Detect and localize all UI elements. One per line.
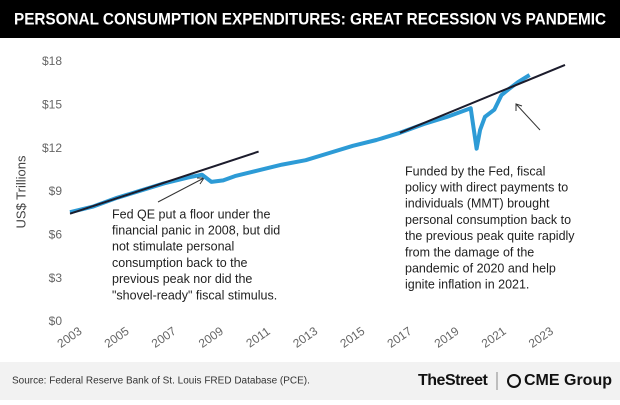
y-tick-label: $3 [49, 271, 63, 285]
x-tick-label: 2009 [196, 324, 226, 351]
arrow [515, 103, 541, 131]
annotation: personal consumption back to [405, 213, 571, 227]
logo: TheStreet [418, 372, 488, 389]
annotation: consumption back to the [112, 256, 248, 270]
logo: CME Group [524, 372, 612, 389]
y-tick-label: $12 [42, 141, 62, 155]
annotation: the previous peak quite rapidly [405, 229, 575, 243]
arrow-head [515, 103, 523, 111]
annotation: Funded by the Fed, fiscal [405, 164, 545, 178]
x-tick-label: 2015 [337, 324, 367, 351]
arrow [157, 177, 205, 203]
x-tick-label: 2019 [432, 324, 462, 351]
source: Source: Federal Reserve Bank of St. Loui… [12, 376, 310, 387]
y-tick-label: $0 [49, 314, 63, 328]
annotation: "shovel-ready" fiscal stimulus. [112, 288, 277, 302]
y-tick-label: $18 [42, 54, 62, 68]
x-tick-label: 2013 [290, 324, 320, 351]
annotation: individuals (MMT) brought [405, 197, 550, 211]
x-tick-label: 2007 [149, 324, 179, 351]
y-tick-label: $15 [42, 98, 62, 112]
series-line [69, 150, 259, 215]
footer [0, 362, 620, 400]
x-tick-label: 2023 [526, 324, 556, 351]
x-tick-label: 2005 [102, 324, 132, 351]
annotation: financial panic in 2008, but did [112, 223, 280, 237]
x-tick-label: 2021 [479, 324, 509, 351]
annotation: policy with direct payments to [405, 180, 568, 194]
title-bar [0, 0, 620, 38]
annotation: not stimulate personal [112, 240, 234, 254]
annotation: previous peak nor did the [112, 272, 252, 286]
y-tick-label: $9 [49, 184, 63, 198]
logo-icon [507, 374, 521, 388]
chart-title: PERSONAL CONSUMPTION EXPENDITURES: GREAT… [14, 9, 606, 28]
annotation: from the damage of the [405, 245, 534, 259]
y-axis-label: US$ Trillions [13, 155, 28, 228]
x-tick-label: 2011 [244, 324, 273, 350]
annotation: Fed QE put a floor under the [112, 207, 270, 221]
annotation: pandemic of 2020 and help [405, 261, 556, 275]
x-tick-label: 2017 [385, 324, 415, 351]
annotation: ignite inflation in 2021. [405, 278, 529, 292]
series-line [399, 63, 566, 134]
y-tick-label: $6 [49, 228, 63, 242]
series-line [69, 73, 531, 215]
